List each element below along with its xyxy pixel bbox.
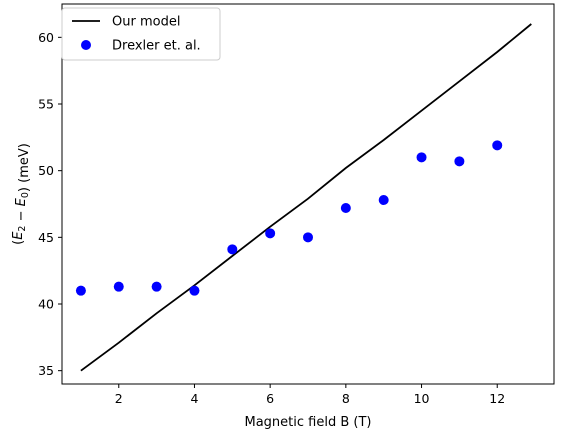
- x-tick-label: 4: [190, 391, 198, 406]
- data-point-drexler: [303, 232, 313, 243]
- y-tick-label: 55: [38, 97, 54, 112]
- x-tick-label: 8: [342, 391, 350, 406]
- y-tick-label: 35: [38, 363, 54, 378]
- legend-label-our-model: Our model: [112, 15, 180, 30]
- x-tick-label: 12: [489, 391, 505, 406]
- data-point-drexler: [416, 152, 427, 163]
- legend-swatch-drexler: [81, 40, 91, 50]
- data-point-drexler: [340, 203, 351, 213]
- legend-box: [61, 7, 221, 61]
- y-tick-label: 40: [38, 297, 54, 312]
- data-point-drexler: [75, 285, 86, 296]
- data-point-drexler: [227, 244, 238, 255]
- y-tick-label: 60: [38, 30, 54, 45]
- data-point-drexler: [113, 281, 124, 292]
- x-tick-label: 2: [115, 391, 123, 406]
- x-tick-label: 10: [414, 391, 430, 406]
- data-point-drexler: [492, 140, 503, 151]
- y-axis-label: (E2 − E0) (meV): [11, 143, 32, 245]
- legend: Our model Drexler et. al.: [61, 7, 221, 61]
- legend-label-drexler: Drexler et. al.: [112, 39, 201, 54]
- x-tick-label: 6: [266, 391, 274, 406]
- series-line-our-model: [80, 23, 532, 372]
- y-tick-label: 50: [38, 163, 54, 178]
- data-point-drexler: [265, 228, 276, 239]
- data-point-drexler: [189, 285, 200, 296]
- series-points-drexler: [75, 140, 503, 296]
- data-point-drexler: [151, 281, 162, 292]
- data-point-drexler: [378, 195, 389, 205]
- data-point-drexler: [454, 156, 465, 167]
- x-axis-ticks: 2 4 6 8 10 12: [115, 384, 505, 406]
- y-tick-label: 45: [38, 230, 54, 245]
- plot-area: [61, 3, 555, 385]
- x-axis-label: Magnetic field B (T): [245, 415, 372, 430]
- y-axis-ticks: 35 40 45 50 55 60: [38, 30, 62, 378]
